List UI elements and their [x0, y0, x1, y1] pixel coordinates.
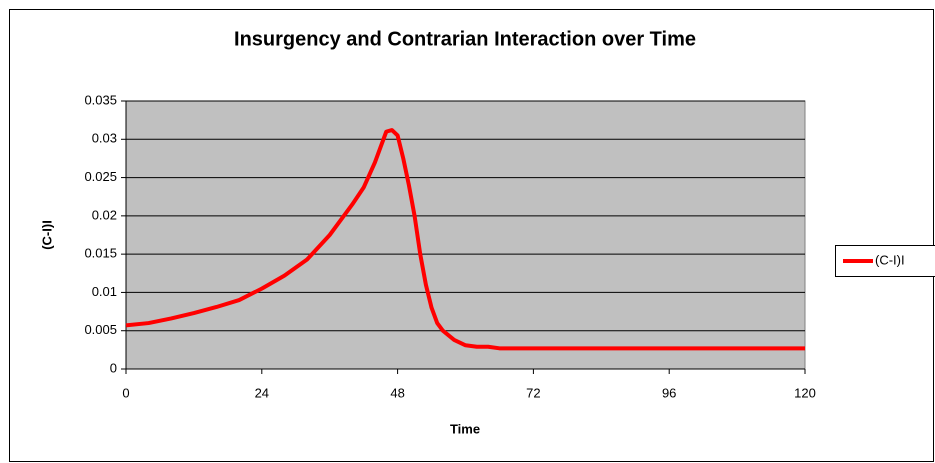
- x-tick-label: 24: [255, 385, 269, 400]
- legend-label: (C-I)I: [875, 252, 905, 267]
- data-line: [125, 128, 805, 351]
- x-tick-label: 120: [794, 385, 816, 400]
- x-tick-label: 96: [662, 385, 676, 400]
- y-tick-label: 0.025: [84, 169, 117, 184]
- y-tick-label: 0.035: [84, 92, 117, 107]
- y-tick-label: 0: [110, 360, 117, 375]
- y-axis-title: (C-I)I: [39, 220, 54, 250]
- y-tick-label: 0.01: [92, 284, 117, 299]
- chart-title: Insurgency and Contrarian Interaction ov…: [234, 28, 696, 50]
- x-tick-label: 72: [526, 385, 540, 400]
- x-tick-label: 0: [122, 385, 129, 400]
- x-tick-label: 48: [390, 385, 404, 400]
- x-axis-title: Time: [450, 421, 480, 436]
- y-tick-label: 0.02: [92, 207, 117, 222]
- y-tick-label: 0.005: [84, 322, 117, 337]
- y-tick-label: 0.015: [84, 246, 117, 261]
- plot-area: [125, 100, 806, 370]
- y-tick-label: 0.03: [92, 131, 117, 146]
